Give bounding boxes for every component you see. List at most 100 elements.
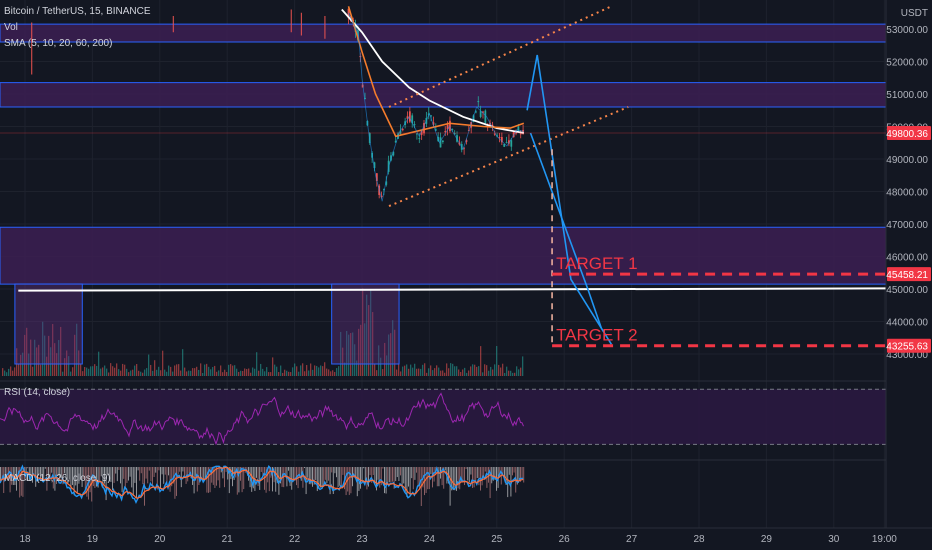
macd-histogram-bar (65, 467, 67, 481)
macd-histogram-bar (134, 467, 136, 483)
macd-histogram-bar (489, 467, 491, 499)
volume-bar (332, 370, 334, 376)
macd-legend[interactable]: MACD (12, 26, close, 9) (4, 473, 111, 484)
volume-bar (328, 369, 330, 376)
macd-histogram-bar (417, 467, 419, 488)
volume-bar (168, 365, 170, 376)
volume-bar (342, 347, 344, 376)
macd-histogram-bar (313, 467, 315, 485)
volume-bar (318, 367, 320, 376)
macd-histogram-bar (462, 467, 464, 483)
symbol-title[interactable]: Bitcoin / TetherUS, 15, BINANCE (4, 6, 151, 17)
macd-histogram-bar (328, 467, 329, 481)
volume-bar (194, 368, 196, 376)
macd-histogram-bar (60, 467, 62, 479)
volume-bar (406, 364, 408, 376)
volume-bar (420, 368, 422, 376)
macd-histogram-bar (102, 467, 104, 489)
volume-bar (12, 370, 14, 376)
volume-highlight-boxes (14, 283, 400, 365)
macd-histogram-bar (481, 467, 483, 486)
macd-histogram-bar (425, 467, 427, 493)
macd-histogram-bar (41, 467, 43, 478)
volume-bar (64, 358, 66, 376)
channel-lower-line[interactable] (388, 106, 629, 208)
rsi-pane[interactable]: 60.0040.0020.00 (0, 380, 932, 465)
macd-histogram-bar (243, 467, 245, 490)
macd-histogram-bar (507, 467, 509, 498)
candle-body (522, 129, 524, 134)
volume-bar (300, 365, 302, 376)
macd-histogram-bar (9, 467, 11, 493)
volume-bar (368, 305, 370, 376)
volume-bar (356, 360, 358, 376)
macd-histogram-bar (152, 467, 153, 486)
volume-bar (172, 371, 174, 376)
macd-histogram-bar (81, 467, 83, 487)
macd-histogram-bar (86, 467, 88, 497)
volume-bar (288, 371, 290, 376)
macd-histogram-bar (20, 467, 22, 496)
macd-pane[interactable]: 0.00-100.00 (0, 459, 932, 507)
volume-bar (428, 368, 430, 376)
macd-histogram-bar (320, 467, 321, 488)
time-tick-label: 19 (87, 534, 99, 545)
volume-bar (258, 370, 260, 376)
volume-bar (94, 364, 96, 376)
volume-bar (412, 367, 414, 376)
volume-bar (54, 343, 56, 376)
macd-histogram-bar (176, 467, 177, 496)
volume-bar (218, 370, 220, 376)
candle-body (430, 115, 432, 117)
volume-bar (292, 367, 294, 376)
volume-bar (404, 365, 406, 376)
macd-histogram-bar (284, 467, 286, 477)
volume-bar (344, 362, 346, 376)
macd-histogram-bar (212, 467, 214, 485)
macd-histogram-bar (512, 467, 513, 476)
macd-histogram-bar (419, 467, 421, 490)
volume-bar (478, 366, 480, 376)
volume-bar (214, 365, 216, 376)
volume-bar (154, 360, 156, 376)
projection-path-alt[interactable] (529, 132, 603, 329)
macd-histogram-bar (475, 467, 477, 482)
volume-bar (138, 370, 140, 376)
macd-histogram-bar (148, 467, 150, 471)
volume-legend[interactable]: Vol (4, 22, 18, 33)
candle-body (399, 130, 402, 134)
macd-signal-line[interactable] (0, 466, 524, 499)
volume-bar (296, 366, 298, 376)
macd-histogram-bar (161, 467, 163, 475)
macd-histogram-bar (150, 467, 152, 482)
volume-bar (188, 370, 190, 376)
volume-bar (276, 366, 278, 376)
sma-legend[interactable]: SMA (5, 10, 20, 60, 200) (4, 38, 113, 49)
volume-bar (312, 369, 314, 376)
macd-histogram-bar (0, 467, 1, 483)
time-tick-label: 23 (356, 534, 368, 545)
volume-bar (274, 364, 276, 376)
volume-bar (224, 369, 226, 376)
macd-line[interactable] (0, 464, 524, 504)
rsi-line[interactable] (0, 392, 524, 446)
volume-bar (62, 371, 64, 376)
projection-path[interactable] (526, 54, 613, 345)
macd-histogram-bar (166, 467, 168, 485)
volume-bar (522, 356, 524, 376)
volume-bar (388, 334, 390, 376)
time-axis[interactable]: 18 19 20 21 22 23 24 25 26 27 28 29 30 19:00 (0, 527, 932, 550)
volume-bar (334, 371, 336, 376)
macd-histogram-bar (523, 467, 525, 483)
macd-histogram-bar (22, 467, 24, 497)
candle-body (385, 181, 388, 185)
rsi-legend[interactable]: RSI (14, close) (4, 387, 71, 398)
macd-histogram-bar (228, 467, 230, 494)
drawings[interactable]: TARGET 1 TARGET 2 (388, 5, 886, 348)
price-tick-label: 46000.00 (886, 253, 928, 264)
macd-histogram-bar (209, 467, 211, 493)
candle-body (439, 137, 442, 148)
price-tag-label: 45458.21 (886, 270, 928, 281)
